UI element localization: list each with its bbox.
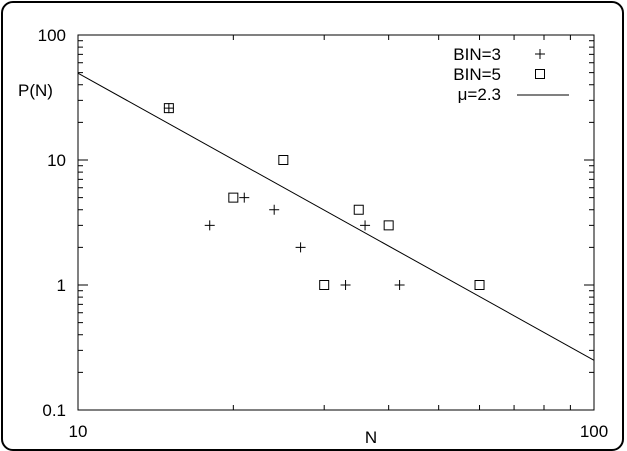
x-tick-label: 100: [580, 422, 608, 441]
legend-label-bin3: BIN=3: [453, 45, 501, 64]
y-tick-label: 100: [38, 26, 66, 45]
x-axis-label: N: [365, 428, 377, 444]
bin3-plus-point: [394, 280, 405, 290]
x-tick-label: 10: [69, 422, 88, 441]
bin3-plus-point: [269, 204, 280, 215]
legend-square-symbol: [535, 69, 545, 79]
bin5-square-point: [474, 280, 485, 290]
legend: BIN=3 BIN=5 μ=2.3: [453, 45, 569, 104]
y-tick-label: 10: [47, 151, 66, 170]
bin5-square-point: [278, 155, 289, 165]
bin5-square-point: [353, 204, 364, 215]
legend-square-marker: [535, 69, 545, 79]
bin5-square-point: [228, 192, 239, 203]
bin5-square-point: [319, 280, 330, 290]
plot-area: [77, 34, 595, 411]
bin3-plus-point: [239, 192, 250, 203]
legend-plus-marker: [535, 49, 545, 59]
bin3-plus-point: [360, 220, 371, 231]
bin5-square-point: [163, 103, 174, 114]
bin3-plus-point: [163, 103, 174, 114]
y-axis-label: P(N): [18, 81, 53, 100]
legend-label-fit: μ=2.3: [458, 85, 501, 104]
legend-label-bin5: BIN=5: [453, 65, 501, 84]
bin3-plus-point: [204, 220, 215, 231]
bin5-square-point: [383, 220, 394, 231]
bin3-plus-point: [340, 280, 351, 290]
data-markers: [163, 103, 485, 290]
power-law-fit-line: [77, 72, 595, 361]
axis-ticks: 0.1 1 10 100 10 100: [38, 26, 609, 441]
fit-line-group: [77, 72, 595, 361]
legend-plus-symbol: [535, 49, 545, 59]
y-tick-label: 1: [57, 276, 66, 295]
bin3-plus-point: [295, 242, 306, 253]
y-tick-label: 0.1: [42, 401, 66, 420]
